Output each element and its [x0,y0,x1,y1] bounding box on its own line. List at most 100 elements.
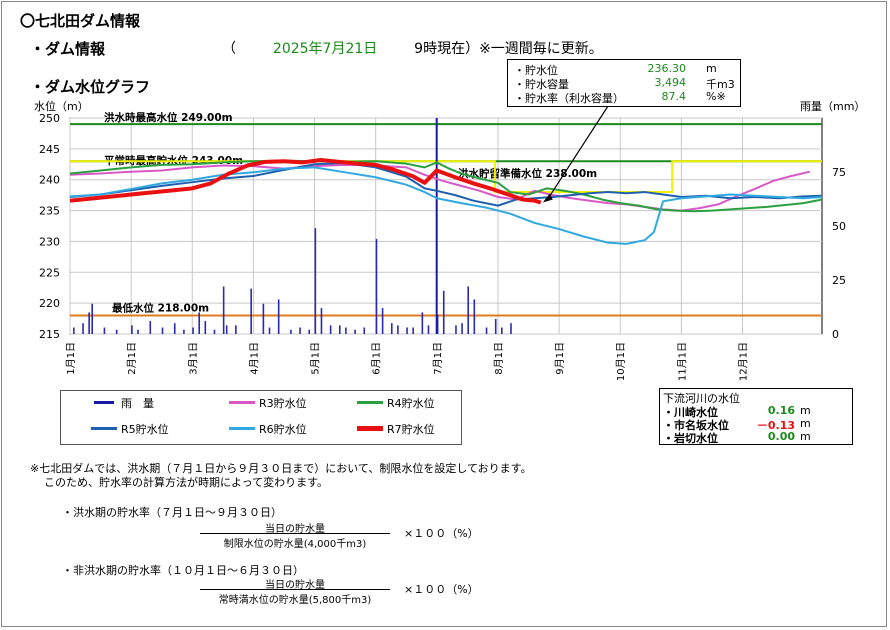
rain-bar [73,327,75,334]
rain-bar [161,327,164,334]
y-tick-label: 235 [39,205,60,218]
storage-row-level: ・貯水位 [514,62,558,77]
rain-bar [427,325,430,334]
rain-bar [363,327,366,334]
legend-label-r7: R7貯水位 [387,423,435,436]
storage-value-volume: 3,494 [654,76,687,89]
flood-fraction-bar [200,533,390,534]
downstream-label-kawasaki: ・川崎水位 [663,406,718,419]
x-tick-label: 3月1日 [187,342,199,375]
series-line-R4貯水位 [69,159,823,213]
storage-label: ・貯水率（利水容量） [514,92,624,105]
x-tick-label: 2月1日 [126,342,138,375]
rain-bar [467,286,469,334]
section-dam-info: ・ダム情報 [30,40,106,58]
rain-bar [406,327,408,334]
section-graph: ・ダム水位グラフ [30,78,151,96]
x-tick-label: 11月1日 [676,342,688,381]
note-line-1: ※七北田ダムでは、洪水期（７月１日から９月３０日まで）において、制限水位を設定し… [30,462,532,475]
downstream-unit: m [800,404,811,417]
rain-bar [345,327,347,334]
plot-area [69,117,823,335]
rain-bar [173,323,176,334]
rain-bar [225,325,228,334]
pointer-arrow-line [546,102,611,201]
chart-legend: 雨 量 R3貯水位 R4貯水位 R5貯水位 R6貯水位 R7貯水位 [60,390,462,445]
rain-bar [320,308,323,334]
downstream-unit: m [800,430,811,443]
legend-swatch-r6 [229,427,255,430]
rain-bar [82,323,84,334]
storage-row-volume: ・貯水容量 [514,76,569,91]
reference-line-label: 最低水位 218.00m [112,301,209,314]
nonflood-period-title: ・非洪水期の貯水率（１０月１日～６月３０日） [62,564,304,577]
storage-value-level: 236.30 [647,62,687,75]
legend-label-r6: R6貯水位 [259,423,307,436]
storage-unit-level: m [706,62,717,75]
update-date: 2025年7月21日 [272,41,378,57]
water-level-chart: 215 220 225 230 235 240 245 250 0 25 50 75 1月1日 2月1日 3… [34,99,865,381]
y-right-tick-label: 75 [832,166,846,179]
storage-label: ・貯水位 [514,64,558,77]
x-tick-label: 5月1日 [310,342,322,375]
legend-label-r5: R5貯水位 [121,423,169,436]
legend-swatch-r3 [229,401,255,404]
rain-bar [473,299,476,334]
rain-bar [103,327,106,334]
downstream-label-ichinazaka: ・市名坂水位 [663,419,729,432]
downstream-label-iwakiri: ・岩切水位 [663,432,718,445]
date-open: （ [222,41,236,57]
downstream-value-kawasaki: 0.16 [767,404,795,417]
rain-bar [397,325,399,334]
rain-bar [235,325,237,334]
y-right-axis-title: 雨量（mm） [800,100,865,113]
flood-denominator: 制限水位の貯水量(4,000千m3) [223,539,367,550]
legend-label-r4: R4貯水位 [387,397,435,410]
rain-bar [314,228,317,334]
rain-bar [339,325,341,334]
rain-bar [213,329,216,334]
rain-bar [91,303,93,334]
note-line-2: このため、貯水率の計算方法が時期によって変わります。 [44,476,329,489]
legend-swatch-rain [94,401,114,404]
x-tick-label: 4月1日 [248,342,260,375]
legend-swatch-r4 [357,401,383,404]
y-right-tick-label: 0 [832,328,839,341]
pointer-arrow-head [542,193,553,203]
rain-bar [329,325,332,334]
nonflood-numerator: 当日の貯水量 [265,580,325,591]
rain-bar [510,323,512,334]
storage-label: ・貯水容量 [514,78,569,91]
rain-bar [455,325,457,334]
rain-bar [250,288,252,334]
downstream-unit: m [800,417,811,430]
x-tick-label: 9月1日 [554,342,566,375]
rain-bar [299,327,301,334]
rain-bar [268,327,271,334]
legend-label-r3: R3貯水位 [259,397,307,410]
rain-bar [183,329,185,334]
storage-info-box: ・貯水位 236.30 m ・貯水容量 3,494 千m3 ・貯水率（利水容量）… [507,59,741,107]
rain-bar [192,327,194,334]
flood-numerator: 当日の貯水量 [265,524,325,535]
rain-bar [421,312,424,334]
rain-bar [277,299,280,334]
rain-bar [204,321,207,334]
rain-bar [381,308,384,334]
x-tick-label: 7月1日 [432,342,444,375]
y-tick-label: 250 [39,112,60,125]
series-line-R3貯水位 [69,163,811,212]
rain-bar [131,325,133,334]
y-tick-label: 225 [39,266,60,279]
y-tick-label: 245 [39,143,60,156]
rain-bar [262,303,265,334]
rain-bar [137,329,139,334]
downstream-level-box: 下流河川の水位 ・川崎水位 0.16 m ・市名坂水位 －0.13 m ・岩切水… [659,388,853,445]
rain-bar [442,290,445,334]
y-tick-label: 230 [39,235,60,248]
rain-bar [375,238,378,334]
rain-bar [412,327,414,334]
x-tick-label: 6月1日 [371,342,383,375]
update-time-note: 9時現在）※一週間毎に更新。 [414,41,603,57]
